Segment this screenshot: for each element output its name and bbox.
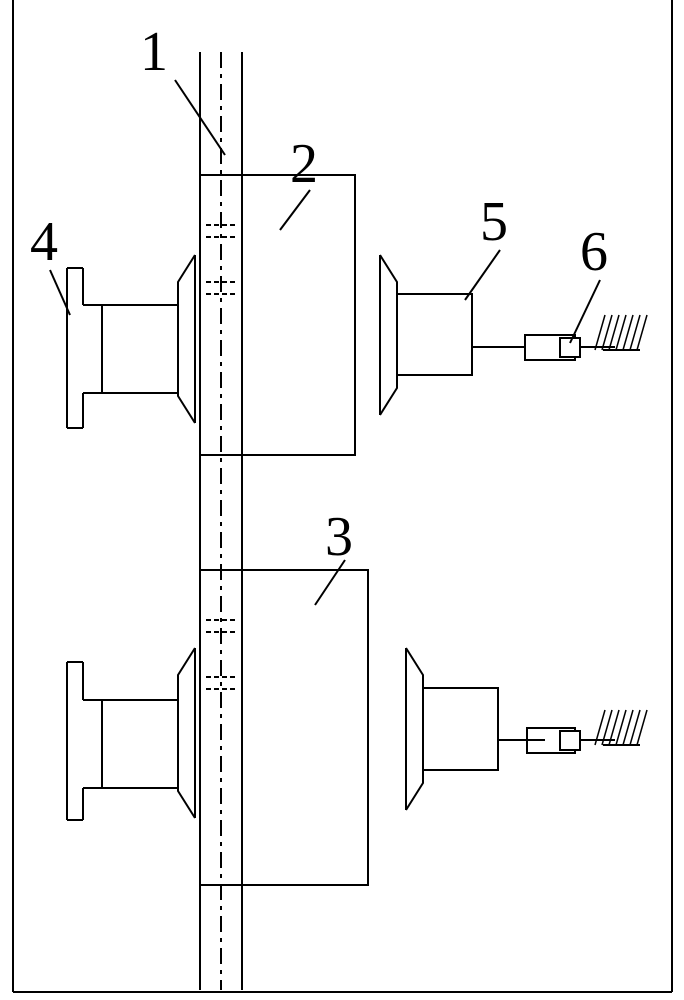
label-2: 2: [290, 133, 318, 195]
block-lower: [200, 570, 368, 885]
label-5: 5: [480, 191, 508, 253]
left-lower-web: [102, 700, 178, 788]
leader-5: [465, 250, 500, 300]
label-1: 1: [140, 21, 168, 83]
label-6: 6: [580, 221, 608, 283]
leader-6: [570, 280, 600, 343]
assembly-lower-body: [423, 688, 498, 770]
left-upper-bellmouth: [178, 255, 195, 423]
diagram-canvas: 1 2 3 4 5 6: [0, 0, 684, 1000]
label-4: 4: [30, 211, 58, 273]
left-lower-bellmouth: [178, 648, 195, 818]
assembly-lower-piston: [560, 731, 580, 750]
left-upper-web: [102, 305, 178, 393]
leader-2: [280, 190, 310, 230]
assembly-upper-bellmouth: [380, 255, 397, 415]
block-upper: [200, 175, 355, 455]
label-3: 3: [325, 506, 353, 568]
assembly-lower-bellmouth: [406, 648, 423, 810]
assembly-upper-body: [397, 294, 472, 375]
